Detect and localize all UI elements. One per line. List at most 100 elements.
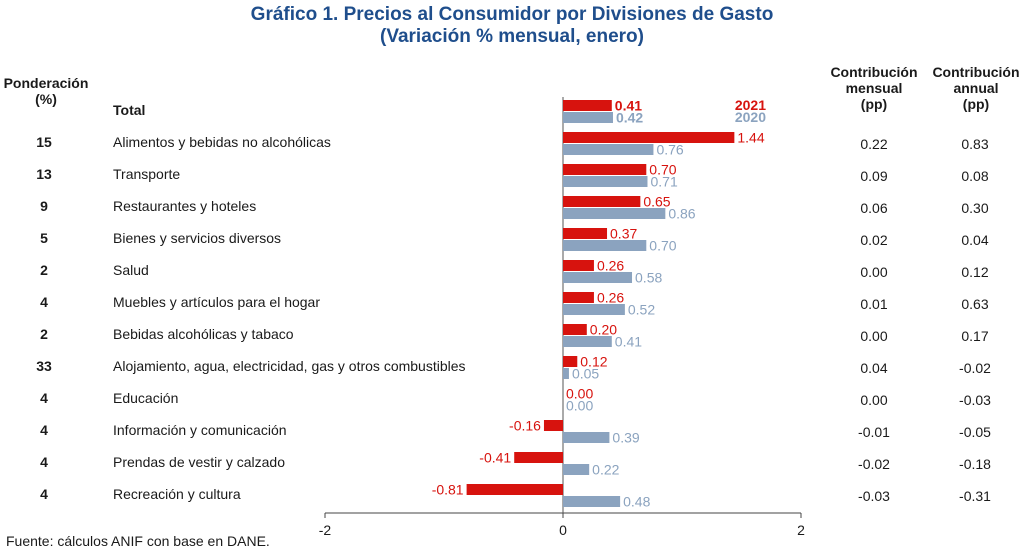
chart-title: Gráfico 1. Precios al Consumidor por Div…: [250, 4, 774, 25]
bar-2020: [563, 432, 610, 443]
data-label-2021: 1.44: [737, 130, 764, 146]
contribucion-anual-value: 0.83: [961, 136, 988, 152]
contribucion-anual-value: -0.03: [959, 392, 991, 408]
bar-2020: [563, 208, 666, 219]
contribucion-mensual-value: -0.01: [858, 424, 890, 440]
ponderacion-value: 4: [40, 294, 48, 310]
contribucion-mensual-value: 0.09: [860, 168, 887, 184]
ponderacion-header-line1: Ponderación: [3, 75, 89, 91]
data-label-2020: 0.39: [612, 430, 639, 446]
contribucion-mensual-value: -0.02: [858, 456, 890, 472]
ponderacion-value: 15: [36, 134, 52, 150]
bar-2021: [563, 324, 587, 335]
data-label-2020: 0.00: [566, 398, 593, 414]
contribucion-anual-value: 0.08: [961, 168, 988, 184]
bar-2021: [563, 260, 594, 271]
category-label: Educación: [113, 390, 178, 406]
data-label-2020: 0.76: [656, 142, 683, 158]
data-label-2020: 0.70: [649, 238, 676, 254]
bar-2021: [543, 420, 563, 431]
contribucion-mensual-header-line1: Contribución: [830, 64, 918, 80]
bar-2021: [514, 452, 563, 463]
data-label-2021: 0.41: [615, 98, 642, 114]
category-label: Alojamiento, agua, electricidad, gas y o…: [113, 358, 466, 374]
x-tick-label: -2: [319, 522, 332, 538]
bar-2020: [563, 496, 621, 507]
contribucion-mensual-value: 0.04: [860, 360, 887, 376]
data-label-2020: 0.22: [592, 462, 619, 478]
contribucion-mensual-value: 0.22: [860, 136, 887, 152]
bar-2020: [563, 304, 625, 315]
bar-2020: [563, 240, 647, 251]
contribucion-anual-value: -0.02: [959, 360, 991, 376]
ponderacion-header: Ponderación (%): [0, 75, 92, 107]
bar-2020: [563, 336, 612, 347]
data-label-2021: -0.41: [479, 450, 511, 466]
contribucion-mensual-header-line2: mensual: [845, 80, 903, 96]
data-label-2020: 0.42: [616, 110, 643, 126]
category-label: Total: [113, 102, 145, 118]
contribucion-anual-header: Contribución annual (pp): [928, 64, 1024, 112]
ponderacion-value: 5: [40, 230, 48, 246]
contribucion-mensual-value: 0.00: [860, 264, 887, 280]
data-label-2020: 0.52: [628, 302, 655, 318]
data-label-2021: 0.65: [643, 194, 670, 210]
bar-2021: [563, 100, 612, 111]
bar-2021: [563, 164, 647, 175]
category-label: Bebidas alcohólicas y tabaco: [113, 326, 294, 342]
contribucion-anual-value: 0.17: [961, 328, 988, 344]
ponderacion-header-line2: (%): [35, 91, 57, 107]
data-label-2021: 0.70: [649, 162, 676, 178]
data-label-2020: 0.48: [623, 494, 650, 510]
contribucion-mensual-value: 0.00: [860, 392, 887, 408]
contribucion-anual-header-line1: Contribución: [932, 64, 1020, 80]
ponderacion-value: 2: [40, 262, 48, 278]
data-label-2021: 0.26: [597, 290, 624, 306]
ponderacion-value: 4: [40, 390, 48, 406]
ponderacion-value: 4: [40, 422, 48, 438]
contribucion-anual-value: 0.04: [961, 232, 988, 248]
category-label: Información y comunicación: [113, 422, 287, 438]
data-label-2021: 0.12: [580, 354, 607, 370]
category-label: Muebles y artículos para el hogar: [113, 294, 320, 310]
contribucion-mensual-value: 0.06: [860, 200, 887, 216]
bar-2020: [563, 272, 633, 283]
category-label: Recreación y cultura: [113, 486, 241, 502]
x-tick-label: 0: [559, 522, 567, 538]
data-label-2021: 0.00: [566, 386, 593, 402]
x-tick-label: 2: [797, 522, 805, 538]
legend-2021: 2021: [735, 97, 766, 113]
bar-2021: [563, 196, 641, 207]
data-label-2021: 0.20: [590, 322, 617, 338]
source-note: Fuente: cálculos ANIF con base en DANE.: [6, 533, 270, 549]
contribucion-mensual-header: Contribución mensual (pp): [824, 64, 924, 112]
bar-2021: [563, 292, 594, 303]
contribucion-mensual-value: 0.02: [860, 232, 887, 248]
bar-2021: [563, 228, 608, 239]
contribucion-anual-value: -0.31: [959, 488, 991, 504]
data-label-2021: 0.37: [610, 226, 637, 242]
contribucion-mensual-value: 0.00: [860, 328, 887, 344]
contribucion-mensual-header-line3: (pp): [860, 96, 888, 112]
data-label-2020: 0.58: [635, 270, 662, 286]
category-label: Alimentos y bebidas no alcohólicas: [113, 134, 331, 150]
legend-2020: 2020: [735, 109, 766, 125]
data-label-2020: 0.05: [572, 366, 599, 382]
category-label: Transporte: [113, 166, 180, 182]
category-label: Prendas de vestir y calzado: [113, 454, 285, 470]
data-label-2021: -0.16: [509, 418, 541, 434]
bar-2020: [563, 176, 648, 187]
contribucion-anual-header-line3: (pp): [962, 96, 990, 112]
data-label-2020: 0.41: [615, 334, 642, 350]
bar-2020: [563, 368, 569, 379]
ponderacion-value: 33: [36, 358, 52, 374]
category-label: Restaurantes y hoteles: [113, 198, 256, 214]
bar-2021: [563, 132, 735, 143]
bar-2020: [563, 464, 590, 475]
contribucion-anual-value: 0.12: [961, 264, 988, 280]
contribucion-anual-value: -0.18: [959, 456, 991, 472]
data-label-2020: 0.71: [650, 174, 677, 190]
data-label-2020: 0.86: [668, 206, 695, 222]
data-label-2021: 0.26: [597, 258, 624, 274]
